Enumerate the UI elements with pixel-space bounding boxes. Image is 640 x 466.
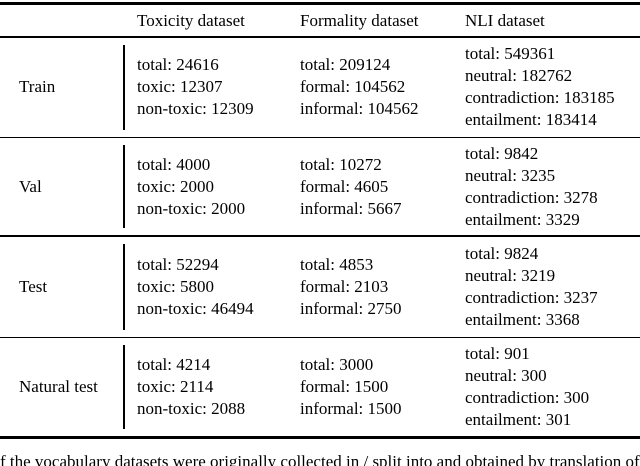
formality-cell: total: 209124 formal: 104562 informal: 1…	[290, 38, 455, 137]
caption-text-clipped: f the vocabulary datasets were originall…	[0, 452, 640, 466]
stat-line: contradiction: 3278	[465, 187, 598, 207]
stat-line: neutral: 3235	[465, 165, 556, 185]
toxicity-cell: total: 4214 toxic: 2114 non-toxic: 2088	[123, 338, 290, 436]
stat-line: toxic: 2000	[137, 176, 214, 196]
table-rule-top	[0, 2, 640, 5]
formality-cell: total: 4853 formal: 2103 informal: 2750	[290, 237, 455, 337]
stat-line: toxic: 2114	[137, 377, 214, 396]
stat-line: neutral: 300	[465, 366, 547, 385]
header-nli-dataset: NLI dataset	[465, 10, 545, 30]
stat-line: total: 52294	[137, 254, 219, 274]
stat-line: toxic: 12307	[137, 77, 223, 96]
stat-line: informal: 5667	[300, 198, 402, 218]
toxicity-cell: total: 4000 toxic: 2000 non-toxic: 2000	[123, 138, 290, 235]
nli-cell: total: 901 neutral: 300 contradiction: 3…	[455, 338, 640, 436]
stat-line: total: 549361	[465, 44, 556, 63]
stat-line: non-toxic: 2000	[137, 198, 246, 218]
formality-cell: total: 3000 formal: 1500 informal: 1500	[290, 338, 455, 436]
stat-line: entailment: 3368	[465, 309, 580, 329]
stat-line: entailment: 3329	[465, 209, 580, 229]
row-label-val: Val	[19, 176, 42, 196]
stat-line: formal: 104562	[300, 77, 406, 96]
stat-line: contradiction: 3237	[465, 287, 598, 307]
table-row-test: Test total: 52294 toxic: 5800 non-toxic:…	[0, 237, 640, 337]
stat-line: informal: 2750	[300, 298, 402, 318]
stat-line: entailment: 301	[465, 410, 572, 429]
stat-line: informal: 104562	[300, 99, 419, 118]
stat-line: neutral: 182762	[465, 66, 573, 85]
stat-line: informal: 1500	[300, 399, 402, 418]
toxicity-cell: total: 52294 toxic: 5800 non-toxic: 4649…	[123, 237, 290, 337]
table-row-val: Val total: 4000 toxic: 2000 non-toxic: 2…	[0, 138, 640, 235]
stat-line: non-toxic: 46494	[137, 298, 254, 318]
stat-line: non-toxic: 2088	[137, 399, 246, 418]
table-rule-row	[0, 235, 640, 237]
nli-cell: total: 549361 neutral: 182762 contradict…	[455, 38, 640, 137]
column-divider	[123, 243, 125, 330]
stat-line: toxic: 5800	[137, 276, 214, 296]
stat-line: non-toxic: 12309	[137, 99, 254, 118]
stat-line: formal: 4605	[300, 176, 389, 196]
header-formality-dataset: Formality dataset	[300, 10, 419, 30]
header-empty-cell	[0, 5, 123, 36]
stat-line: total: 3000	[300, 355, 374, 374]
stat-line: total: 4000	[137, 154, 211, 174]
row-label-train: Train	[19, 77, 56, 96]
table-row-train: Train total: 24616 toxic: 12307 non-toxi…	[0, 38, 640, 137]
dataset-statistics-table: Toxicity dataset Formality dataset NLI d…	[0, 2, 640, 439]
stat-line: formal: 1500	[300, 377, 389, 396]
column-divider	[123, 345, 125, 429]
stat-line: total: 4853	[300, 254, 374, 274]
formality-cell: total: 10272 formal: 4605 informal: 5667	[290, 138, 455, 235]
nli-cell: total: 9842 neutral: 3235 contradiction:…	[455, 138, 640, 235]
table-row-natural-test: Natural test total: 4214 toxic: 2114 non…	[0, 338, 640, 436]
table-rule-row	[0, 336, 640, 338]
stat-line: total: 9824	[465, 243, 539, 263]
stat-line: total: 4214	[137, 355, 211, 374]
table-rule-header	[0, 36, 640, 38]
row-label-natural-test: Natural test	[19, 377, 98, 396]
table-rule-row	[0, 136, 640, 138]
nli-cell: total: 9824 neutral: 3219 contradiction:…	[455, 237, 640, 337]
stat-line: neutral: 3219	[465, 265, 556, 285]
stat-line: contradiction: 183185	[465, 88, 615, 107]
column-divider	[123, 145, 125, 228]
stat-line: total: 209124	[300, 55, 391, 74]
stat-line: total: 9842	[465, 143, 539, 163]
table-rule-bottom	[0, 436, 640, 439]
header-toxicity-dataset: Toxicity dataset	[137, 10, 245, 30]
stat-line: total: 24616	[137, 55, 219, 74]
column-divider	[123, 44, 125, 130]
stat-line: formal: 2103	[300, 276, 389, 296]
toxicity-cell: total: 24616 toxic: 12307 non-toxic: 123…	[123, 38, 290, 137]
row-label-test: Test	[19, 276, 48, 296]
stat-line: total: 10272	[300, 154, 382, 174]
stat-line: entailment: 183414	[465, 110, 597, 129]
stat-line: total: 901	[465, 344, 530, 363]
table-header-row: Toxicity dataset Formality dataset NLI d…	[0, 5, 640, 36]
stat-line: contradiction: 300	[465, 388, 590, 407]
